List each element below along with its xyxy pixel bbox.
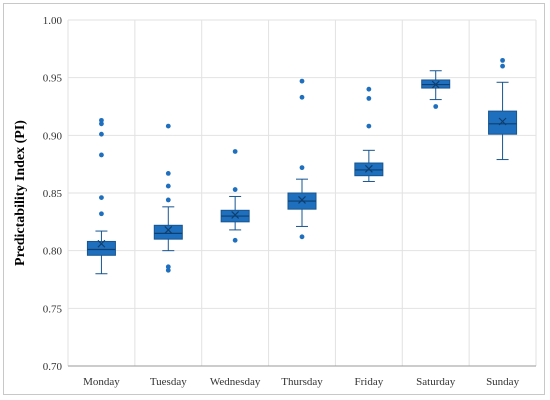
iqr-box [488, 110, 518, 135]
outlier-point [500, 57, 505, 63]
y-tick-label: 1.00 [43, 15, 63, 27]
box-monday [86, 117, 116, 275]
y-tick-label: 0.90 [43, 130, 63, 142]
y-tick-label: 0.85 [43, 188, 63, 200]
box-tuesday [153, 123, 183, 273]
outlier-point [299, 165, 305, 171]
outlier-point [232, 149, 238, 154]
box-saturday [421, 70, 451, 109]
x-tick-label: Wednesday [210, 376, 261, 388]
y-tick-label: 0.95 [43, 73, 63, 85]
outlier-point [99, 211, 104, 217]
outlier-point [99, 152, 104, 158]
box-friday [354, 86, 384, 182]
mean-marker [298, 195, 306, 204]
x-tick-label: Monday [83, 376, 120, 388]
chart-frame [3, 3, 545, 395]
iqr-box [86, 240, 116, 256]
x-tick-label: Friday [354, 376, 383, 388]
y-tick-label: 0.75 [43, 303, 63, 315]
y-tick-label: 0.70 [43, 361, 63, 373]
mean-marker [431, 80, 440, 89]
outlier-point [366, 123, 372, 129]
outlier-point [232, 187, 238, 192]
x-tick-label: Thursday [281, 376, 323, 388]
outlier-point [99, 131, 104, 137]
mean-marker [364, 164, 373, 173]
mean-marker [164, 225, 173, 234]
mean-marker [97, 239, 106, 248]
mean-marker [231, 210, 240, 219]
outlier-point [165, 170, 171, 176]
y-tick-labels: 0.70 0.75 0.80 0.85 0.90 0.95 1.00 [43, 15, 63, 373]
box-thursday [287, 78, 317, 240]
x-tick-label: Tuesday [150, 376, 187, 388]
outlier-point [99, 195, 104, 201]
outlier-point [165, 267, 171, 273]
outlier-point [165, 264, 171, 270]
x-tick-label: Saturday [416, 376, 456, 388]
outlier-point [500, 63, 505, 69]
outlier-point [99, 121, 104, 127]
outlier-point [299, 94, 305, 100]
outlier-point [165, 183, 171, 189]
y-tick-label: 0.80 [43, 246, 63, 258]
x-tick-labels: Monday Tuesday Wednesday Thursday Friday Satu… [83, 376, 519, 388]
x-tick-label: Sunday [486, 376, 520, 388]
outlier-point [232, 237, 238, 243]
mean-marker [498, 117, 507, 126]
box-wednesday [220, 149, 250, 243]
boxes [86, 57, 518, 275]
outlier-point [366, 86, 372, 92]
outlier-point [165, 197, 171, 203]
outlier-point [299, 78, 305, 84]
outlier-point [99, 117, 104, 123]
outlier-point [299, 234, 305, 240]
outlier-point [433, 104, 439, 109]
iqr-box [153, 224, 183, 240]
y-axis-label: Predictability Index (PI) [13, 120, 28, 266]
box-sunday [488, 57, 518, 161]
outlier-point [366, 96, 372, 101]
outlier-point [165, 123, 171, 129]
